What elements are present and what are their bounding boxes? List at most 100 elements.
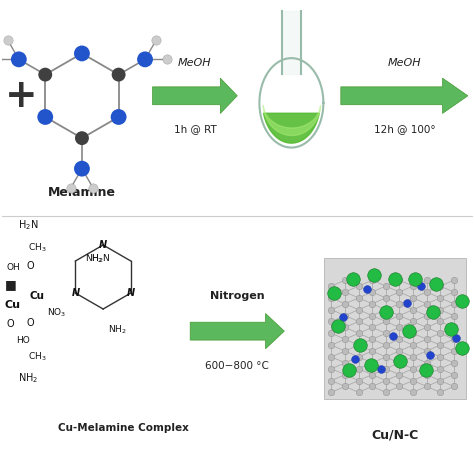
Point xyxy=(389,332,396,340)
Point xyxy=(437,353,444,361)
Point xyxy=(396,276,403,284)
Point xyxy=(368,362,375,369)
Text: N: N xyxy=(99,240,107,250)
Text: $\rm NH_2$: $\rm NH_2$ xyxy=(18,371,39,385)
Point xyxy=(335,323,342,330)
Point xyxy=(429,309,437,316)
Point xyxy=(355,329,363,337)
Text: Nitrogen: Nitrogen xyxy=(210,291,264,301)
Text: HO: HO xyxy=(16,336,30,345)
Point xyxy=(409,329,417,337)
Point xyxy=(328,283,335,290)
Point xyxy=(368,312,376,319)
Point xyxy=(409,341,417,349)
Point xyxy=(423,276,430,284)
Point xyxy=(423,336,430,343)
Point xyxy=(355,306,363,313)
Point xyxy=(368,383,376,390)
Point xyxy=(409,353,417,361)
Point xyxy=(409,377,417,384)
Point xyxy=(368,324,376,331)
Point xyxy=(423,371,430,378)
Point xyxy=(345,366,353,374)
Point xyxy=(89,184,97,191)
Point xyxy=(328,341,335,349)
Text: Cu/N-C: Cu/N-C xyxy=(371,428,419,441)
Point xyxy=(41,113,49,121)
Point xyxy=(355,389,363,396)
Point xyxy=(368,359,376,366)
Point xyxy=(391,275,399,283)
Point xyxy=(78,165,86,173)
Text: $\rm CH_3$: $\rm CH_3$ xyxy=(28,241,46,254)
Point xyxy=(15,55,23,63)
Text: $\rm H_2N$: $\rm H_2N$ xyxy=(18,219,39,232)
Point xyxy=(437,283,444,290)
Point xyxy=(396,359,403,366)
Point xyxy=(355,341,363,349)
Point xyxy=(450,347,457,355)
Point xyxy=(355,353,363,361)
Point xyxy=(409,318,417,325)
Point xyxy=(141,55,149,63)
Text: $\rm NO_3$: $\rm NO_3$ xyxy=(46,306,66,319)
Point xyxy=(409,306,417,313)
Text: O: O xyxy=(27,318,34,328)
Text: O: O xyxy=(27,261,34,271)
Point xyxy=(355,318,363,325)
Text: OH: OH xyxy=(7,263,20,272)
Point xyxy=(437,306,444,313)
Point xyxy=(382,329,390,337)
Point xyxy=(382,283,390,290)
Point xyxy=(115,113,122,121)
Text: O: O xyxy=(7,319,14,329)
Point xyxy=(450,359,457,366)
Point xyxy=(396,357,403,365)
Point xyxy=(341,324,349,331)
Point xyxy=(396,347,403,355)
Point xyxy=(382,353,390,361)
Point xyxy=(437,377,444,384)
Text: MeOH: MeOH xyxy=(388,58,421,68)
Point xyxy=(368,336,376,343)
Point xyxy=(382,306,390,313)
Text: N: N xyxy=(127,288,135,298)
Point xyxy=(78,134,86,142)
Text: $\rm NH_2$: $\rm NH_2$ xyxy=(85,252,104,265)
Point xyxy=(423,300,430,308)
Point xyxy=(396,383,403,390)
Text: Cu-Melamine Complex: Cu-Melamine Complex xyxy=(58,423,189,433)
Polygon shape xyxy=(264,113,319,143)
Text: Melamine: Melamine xyxy=(48,186,116,199)
Point xyxy=(4,36,11,44)
Point xyxy=(437,341,444,349)
Point xyxy=(450,336,457,343)
Point xyxy=(341,371,349,378)
Point xyxy=(417,283,425,290)
Point xyxy=(450,288,457,296)
Point xyxy=(409,283,417,290)
Point xyxy=(382,318,390,325)
Point xyxy=(368,300,376,308)
Point xyxy=(382,365,390,373)
Text: 12h @ 100°: 12h @ 100° xyxy=(374,124,435,134)
Point xyxy=(152,36,160,44)
Point xyxy=(341,359,349,366)
Point xyxy=(423,383,430,390)
Point xyxy=(355,365,363,373)
Point xyxy=(450,300,457,308)
Point xyxy=(355,294,363,301)
Point xyxy=(328,318,335,325)
Point xyxy=(368,347,376,355)
Point xyxy=(437,294,444,301)
Point xyxy=(341,336,349,343)
Point xyxy=(450,276,457,284)
Point xyxy=(328,389,335,396)
Point xyxy=(396,288,403,296)
Point xyxy=(328,377,335,384)
Text: $\rm CH_3$: $\rm CH_3$ xyxy=(28,351,46,363)
Text: MeOH: MeOH xyxy=(178,58,212,68)
Point xyxy=(328,353,335,361)
Text: N: N xyxy=(71,288,80,298)
Point xyxy=(163,55,171,63)
